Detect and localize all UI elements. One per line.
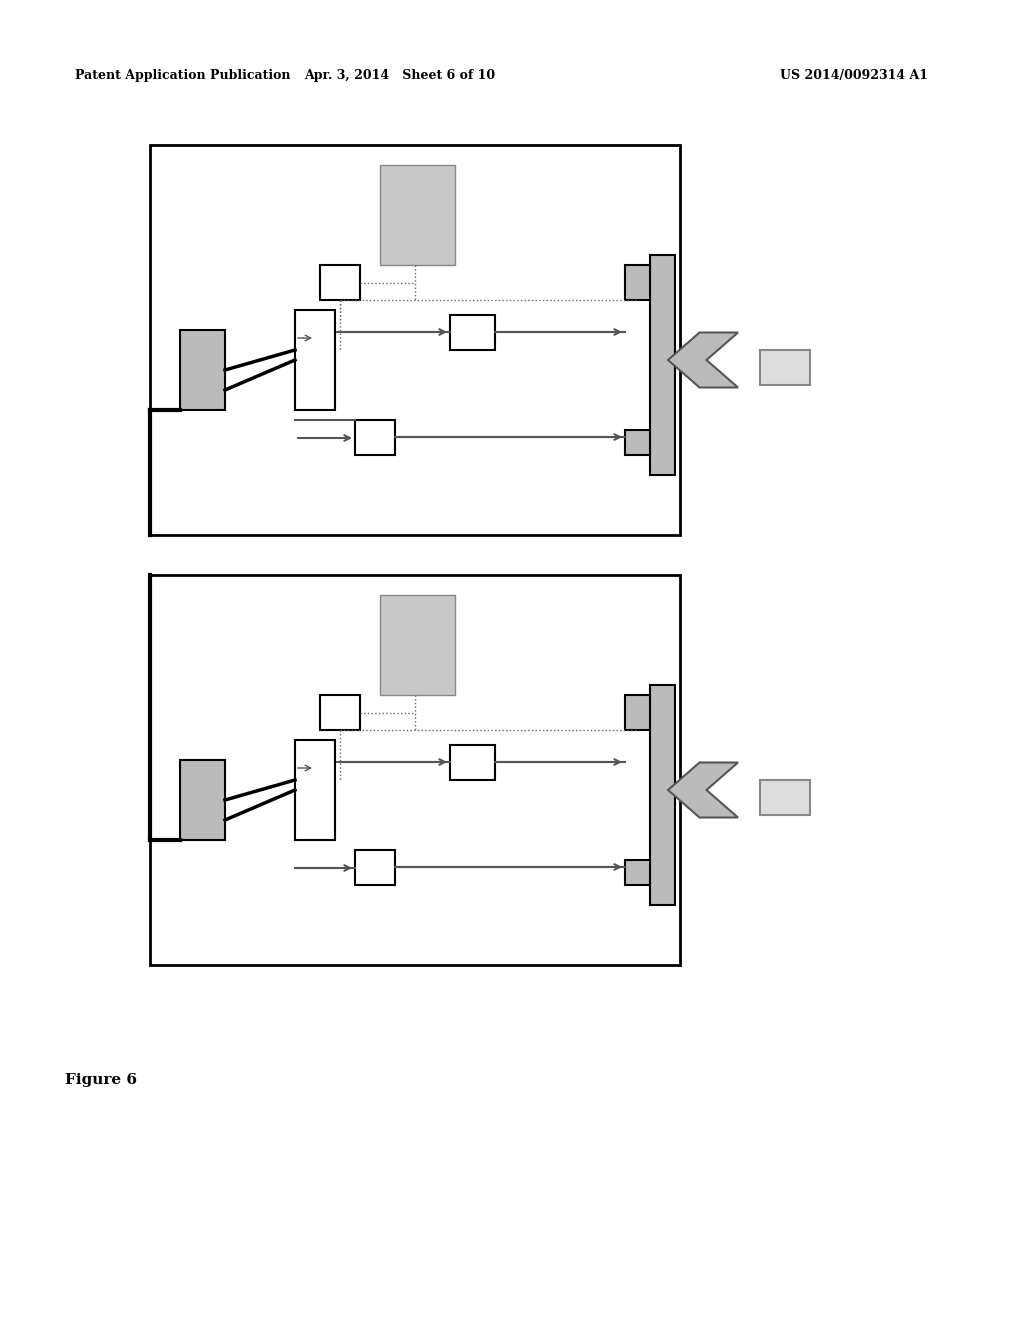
Bar — [180, 760, 225, 840]
Bar — [355, 420, 395, 455]
Polygon shape — [668, 333, 738, 388]
Bar — [180, 330, 225, 411]
Text: Figure 6: Figure 6 — [65, 1073, 137, 1086]
Bar — [319, 696, 360, 730]
Bar — [625, 265, 650, 300]
Bar — [380, 595, 455, 696]
Bar — [380, 165, 455, 265]
Bar — [450, 744, 495, 780]
Bar — [319, 265, 360, 300]
Bar — [650, 255, 675, 475]
Bar — [295, 741, 335, 840]
Text: Patent Application Publication: Patent Application Publication — [75, 69, 291, 82]
Polygon shape — [668, 763, 738, 817]
Bar — [355, 850, 395, 884]
Text: Apr. 3, 2014   Sheet 6 of 10: Apr. 3, 2014 Sheet 6 of 10 — [304, 69, 496, 82]
Bar — [625, 696, 650, 730]
Bar — [450, 315, 495, 350]
Bar — [760, 350, 810, 385]
Bar — [650, 685, 675, 906]
Bar — [625, 861, 650, 884]
Bar — [625, 430, 650, 455]
Bar — [295, 310, 335, 411]
Bar — [150, 145, 680, 535]
Bar — [150, 576, 680, 965]
Bar — [760, 780, 810, 814]
Text: US 2014/0092314 A1: US 2014/0092314 A1 — [780, 69, 928, 82]
